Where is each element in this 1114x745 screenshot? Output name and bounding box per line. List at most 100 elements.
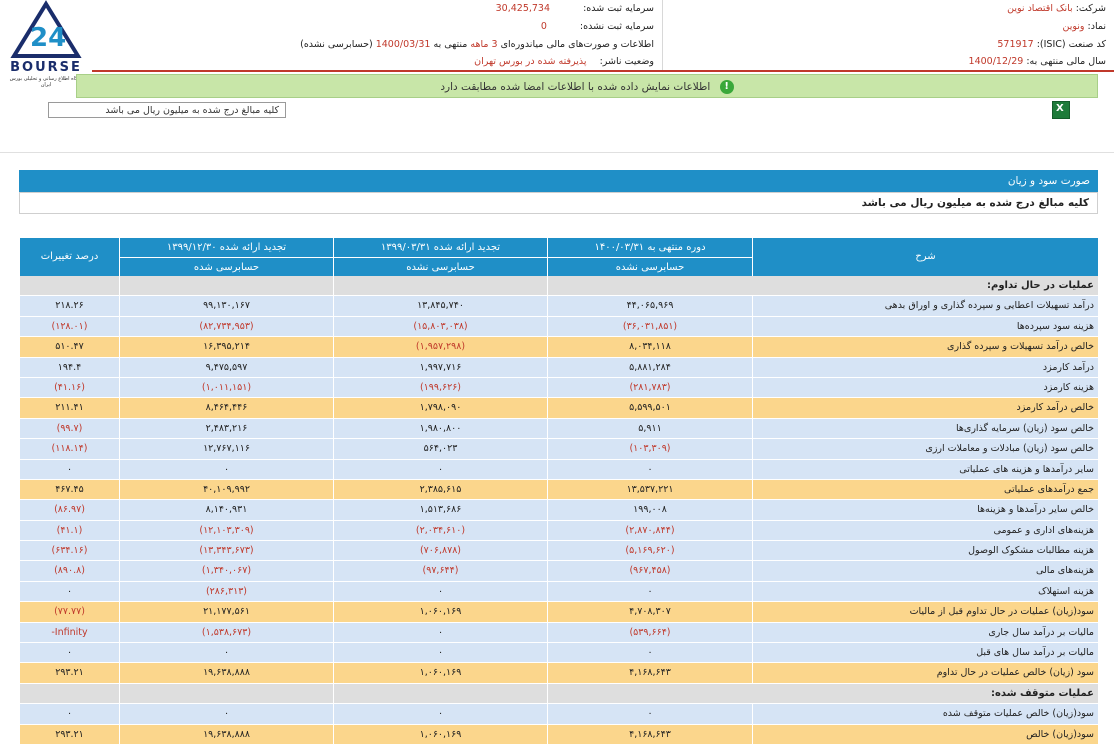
table-row: سود(زیان) خالص عملیات متوقف شده ۰ ۰ ۰ ۰ xyxy=(19,704,1098,725)
table-row: هزینه کارمزد (۲۸۱,۷۸۳) (۱۹۹,۶۲۶) (۱,۰۱۱,۱۵۱… xyxy=(19,377,1098,399)
cell-change-percent: -Infinity xyxy=(19,622,119,643)
cell-period-2: (۱,۹۵۷,۲۹۸) xyxy=(333,337,547,357)
empty-cell xyxy=(119,276,333,296)
cell-period-1: ۰ xyxy=(547,459,752,479)
cell-period-1: (۲,۸۷۰,۸۴۴) xyxy=(547,520,752,541)
cell-period-2: ۱۳,۸۴۵,۷۴۰ xyxy=(333,296,547,316)
row-description: جمع درآمدهای عملیاتی xyxy=(752,479,1098,500)
capital-registered-row: سرمایه ثبت شده: 30,425,734 xyxy=(495,3,654,14)
table-body: عملیات در حال تداوم: درآمد تسهیلات اعطایی… xyxy=(19,276,1098,745)
cell-period-1: (۹۶۷,۴۵۸) xyxy=(547,561,752,581)
cell-change-percent: ۵۱۰.۴۷ xyxy=(19,337,119,357)
cell-change-percent: (۸۶.۹۷) xyxy=(19,500,119,520)
row-description: هزینه مطالبات مشکوک الوصول xyxy=(752,541,1098,561)
publisher-row: وضعیت ناشر: پذیرفته شده در بورس تهران xyxy=(474,56,654,67)
cell-period-1: (۵۳۹,۶۶۴) xyxy=(547,622,752,643)
cell-change-percent: (۱۲۸.۰۱) xyxy=(19,316,119,337)
header-period-3: تجدید ارائه شده ۱۳۹۹/۱۲/۳۰ xyxy=(119,238,333,257)
header-period-1: دوره منتهی به ۱۴۰۰/۰۳/۳۱ xyxy=(547,238,752,257)
cell-period-2: ۱,۹۹۷,۷۱۶ xyxy=(333,357,547,377)
table-row: سود(زیان) عملیات در حال تداوم قبل از مال… xyxy=(19,602,1098,623)
cell-period-3: (۱۲,۱۰۳,۳۰۹) xyxy=(119,520,333,541)
row-description: خالص درآمد کارمزد xyxy=(752,398,1098,418)
row-description: سود(زیان) خالص عملیات متوقف شده xyxy=(752,704,1098,724)
empty-cell xyxy=(333,276,547,296)
section-separator xyxy=(0,152,1114,153)
cell-period-2: ۱,۵۱۳,۶۸۶ xyxy=(333,500,547,520)
row-description: سود (زیان) خالص عملیات در حال تداوم xyxy=(752,663,1098,683)
verification-banner: ! اطلاعات نمایش داده شده با اطلاعات امضا… xyxy=(76,74,1098,98)
row-description: مالیات بر درآمد سال جاری xyxy=(752,622,1098,643)
cell-period-1: ۴۴,۰۶۵,۹۶۹ xyxy=(547,296,752,316)
cell-change-percent: ۲۹۳.۲۱ xyxy=(19,663,119,683)
cell-period-2: ۰ xyxy=(333,643,547,663)
table-row: سود (زیان) خالص عملیات در حال تداوم ۴,۱۶۸… xyxy=(19,663,1098,684)
group-label: عملیات متوقف شده: xyxy=(991,687,1094,699)
empty-cell xyxy=(19,276,119,296)
cell-period-2: (۱۵,۸۰۳,۰۳۸) xyxy=(333,316,547,337)
cell-period-3: ۹,۴۷۵,۵۹۷ xyxy=(119,357,333,377)
symbol-row: نماد: ونوین xyxy=(1062,21,1106,32)
cell-change-percent: ۰ xyxy=(19,459,119,479)
section-unit-note: کلیه مبالغ درج شده به میلیون ریال می باش… xyxy=(19,192,1098,214)
cell-period-2: (۲,۰۳۴,۶۱۰) xyxy=(333,520,547,541)
empty-cell xyxy=(547,276,752,296)
symbol-link[interactable]: ونوین xyxy=(1062,21,1085,32)
bourse24-logo[interactable]: 24 BOURSE پایگاه اطلاع رسانی و تحلیلی بو… xyxy=(0,0,92,90)
company-name[interactable]: بانک اقتصاد نوین xyxy=(1007,3,1073,14)
table-row: جمع درآمدهای عملیاتی ۱۳,۵۳۷,۲۲۱ ۲,۳۸۵,۶۱۵ ۴… xyxy=(19,479,1098,501)
row-description: خالص سایر درآمدها و هزینه‌ها xyxy=(752,500,1098,520)
cell-period-3: ۱۹,۶۳۸,۸۸۸ xyxy=(119,724,333,744)
cell-change-percent: (۶۳۴.۱۶) xyxy=(19,541,119,561)
section-title: صورت سود و زیان xyxy=(19,170,1098,192)
capital-unregistered-value: 0 xyxy=(540,21,547,32)
row-description: درآمد تسهیلات اعطایی و سپرده گذاری و اور… xyxy=(752,296,1098,316)
table-row: خالص سود (زیان) سرمایه گذاری‌ها ۵,۹۱۱ ۱,۹۸… xyxy=(19,418,1098,440)
cell-period-1: ۵,۵۹۹,۵۰۱ xyxy=(547,398,752,418)
cell-period-3: ۸,۱۴۰,۹۳۱ xyxy=(119,500,333,520)
cell-period-1: ۴,۷۰۸,۳۰۷ xyxy=(547,602,752,622)
cell-period-1: ۰ xyxy=(547,643,752,663)
cell-period-2: ۰ xyxy=(333,459,547,479)
cell-period-3: (۲۸۶,۳۱۳) xyxy=(119,581,333,602)
capital-unregistered-row: سرمایه ثبت نشده: 0 xyxy=(540,21,654,32)
logo-subtitle: پایگاه اطلاع رسانی و تحلیلی بورس ایران xyxy=(9,76,83,88)
cell-period-2: (۹۷,۶۴۴) xyxy=(333,561,547,581)
table-row: هزینه سود سپرده‌ها (۳۶,۰۳۱,۸۵۱) (۱۵,۸۰۳,۰۳… xyxy=(19,316,1098,338)
cell-change-percent: ۴۶۷.۴۵ xyxy=(19,479,119,500)
cell-period-1: ۱۹۹,۰۰۸ xyxy=(547,500,752,520)
cell-period-1: ۰ xyxy=(547,581,752,602)
cell-period-1: (۳۶,۰۳۱,۸۵۱) xyxy=(547,316,752,337)
cell-period-1: ۵,۹۱۱ xyxy=(547,418,752,439)
report-title-row: اطلاعات و صورت‌های مالی میاندوره‌ای 3 ما… xyxy=(300,39,654,50)
cell-period-3: ۱۲,۷۶۷,۱۱۶ xyxy=(119,439,333,459)
empty-cell xyxy=(333,683,547,704)
header-period-2-status: حسابرسی نشده xyxy=(333,257,547,276)
fiscal-value: 1400/12/29 xyxy=(968,56,1024,67)
cell-period-3: (۱,۰۱۱,۱۵۱) xyxy=(119,377,333,398)
table-row: هزینه استهلاک ۰ ۰ (۲۸۶,۳۱۳) ۰ xyxy=(19,581,1098,603)
cell-period-2: (۱۹۹,۶۲۶) xyxy=(333,377,547,398)
cell-period-2: ۰ xyxy=(333,581,547,602)
cell-period-2: ۲,۳۸۵,۶۱۵ xyxy=(333,479,547,500)
cell-period-1: (۲۸۱,۷۸۳) xyxy=(547,377,752,398)
table-header: شرح دوره منتهی به ۱۴۰۰/۰۳/۳۱ حسابرسی نشد… xyxy=(19,238,1098,276)
isic-value: 571917 xyxy=(997,39,1034,50)
publisher-status: پذیرفته شده در بورس تهران xyxy=(474,56,587,67)
table-row: سود(زیان) خالص ۴,۱۶۸,۶۴۳ ۱,۰۶۰,۱۶۹ ۱۹,۶۳۸,۸… xyxy=(19,724,1098,745)
header-period-3-status: حسابرسی شده xyxy=(119,257,333,276)
group-label: عملیات در حال تداوم: xyxy=(987,280,1094,291)
cell-change-percent: ۲۹۳.۲۱ xyxy=(19,724,119,744)
cell-change-percent: ۰ xyxy=(19,704,119,724)
cell-change-percent: ۰ xyxy=(19,581,119,602)
cell-change-percent: (۴۱.۱) xyxy=(19,520,119,541)
row-description: خالص سود (زیان) مبادلات و معاملات ارزی xyxy=(752,439,1098,459)
empty-cell xyxy=(547,683,752,704)
cell-period-3: ۲۱,۱۷۷,۵۶۱ xyxy=(119,602,333,622)
cell-period-1: ۵,۸۸۱,۲۸۴ xyxy=(547,357,752,377)
excel-export-icon[interactable] xyxy=(1052,101,1070,119)
logo-mark-icon: 24 xyxy=(10,0,82,58)
cell-change-percent: (۴۱.۱۶) xyxy=(19,377,119,398)
row-description: سود(زیان) عملیات در حال تداوم قبل از مال… xyxy=(752,602,1098,622)
table-row: خالص سایر درآمدها و هزینه‌ها ۱۹۹,۰۰۸ ۱,۵۱۳… xyxy=(19,500,1098,521)
